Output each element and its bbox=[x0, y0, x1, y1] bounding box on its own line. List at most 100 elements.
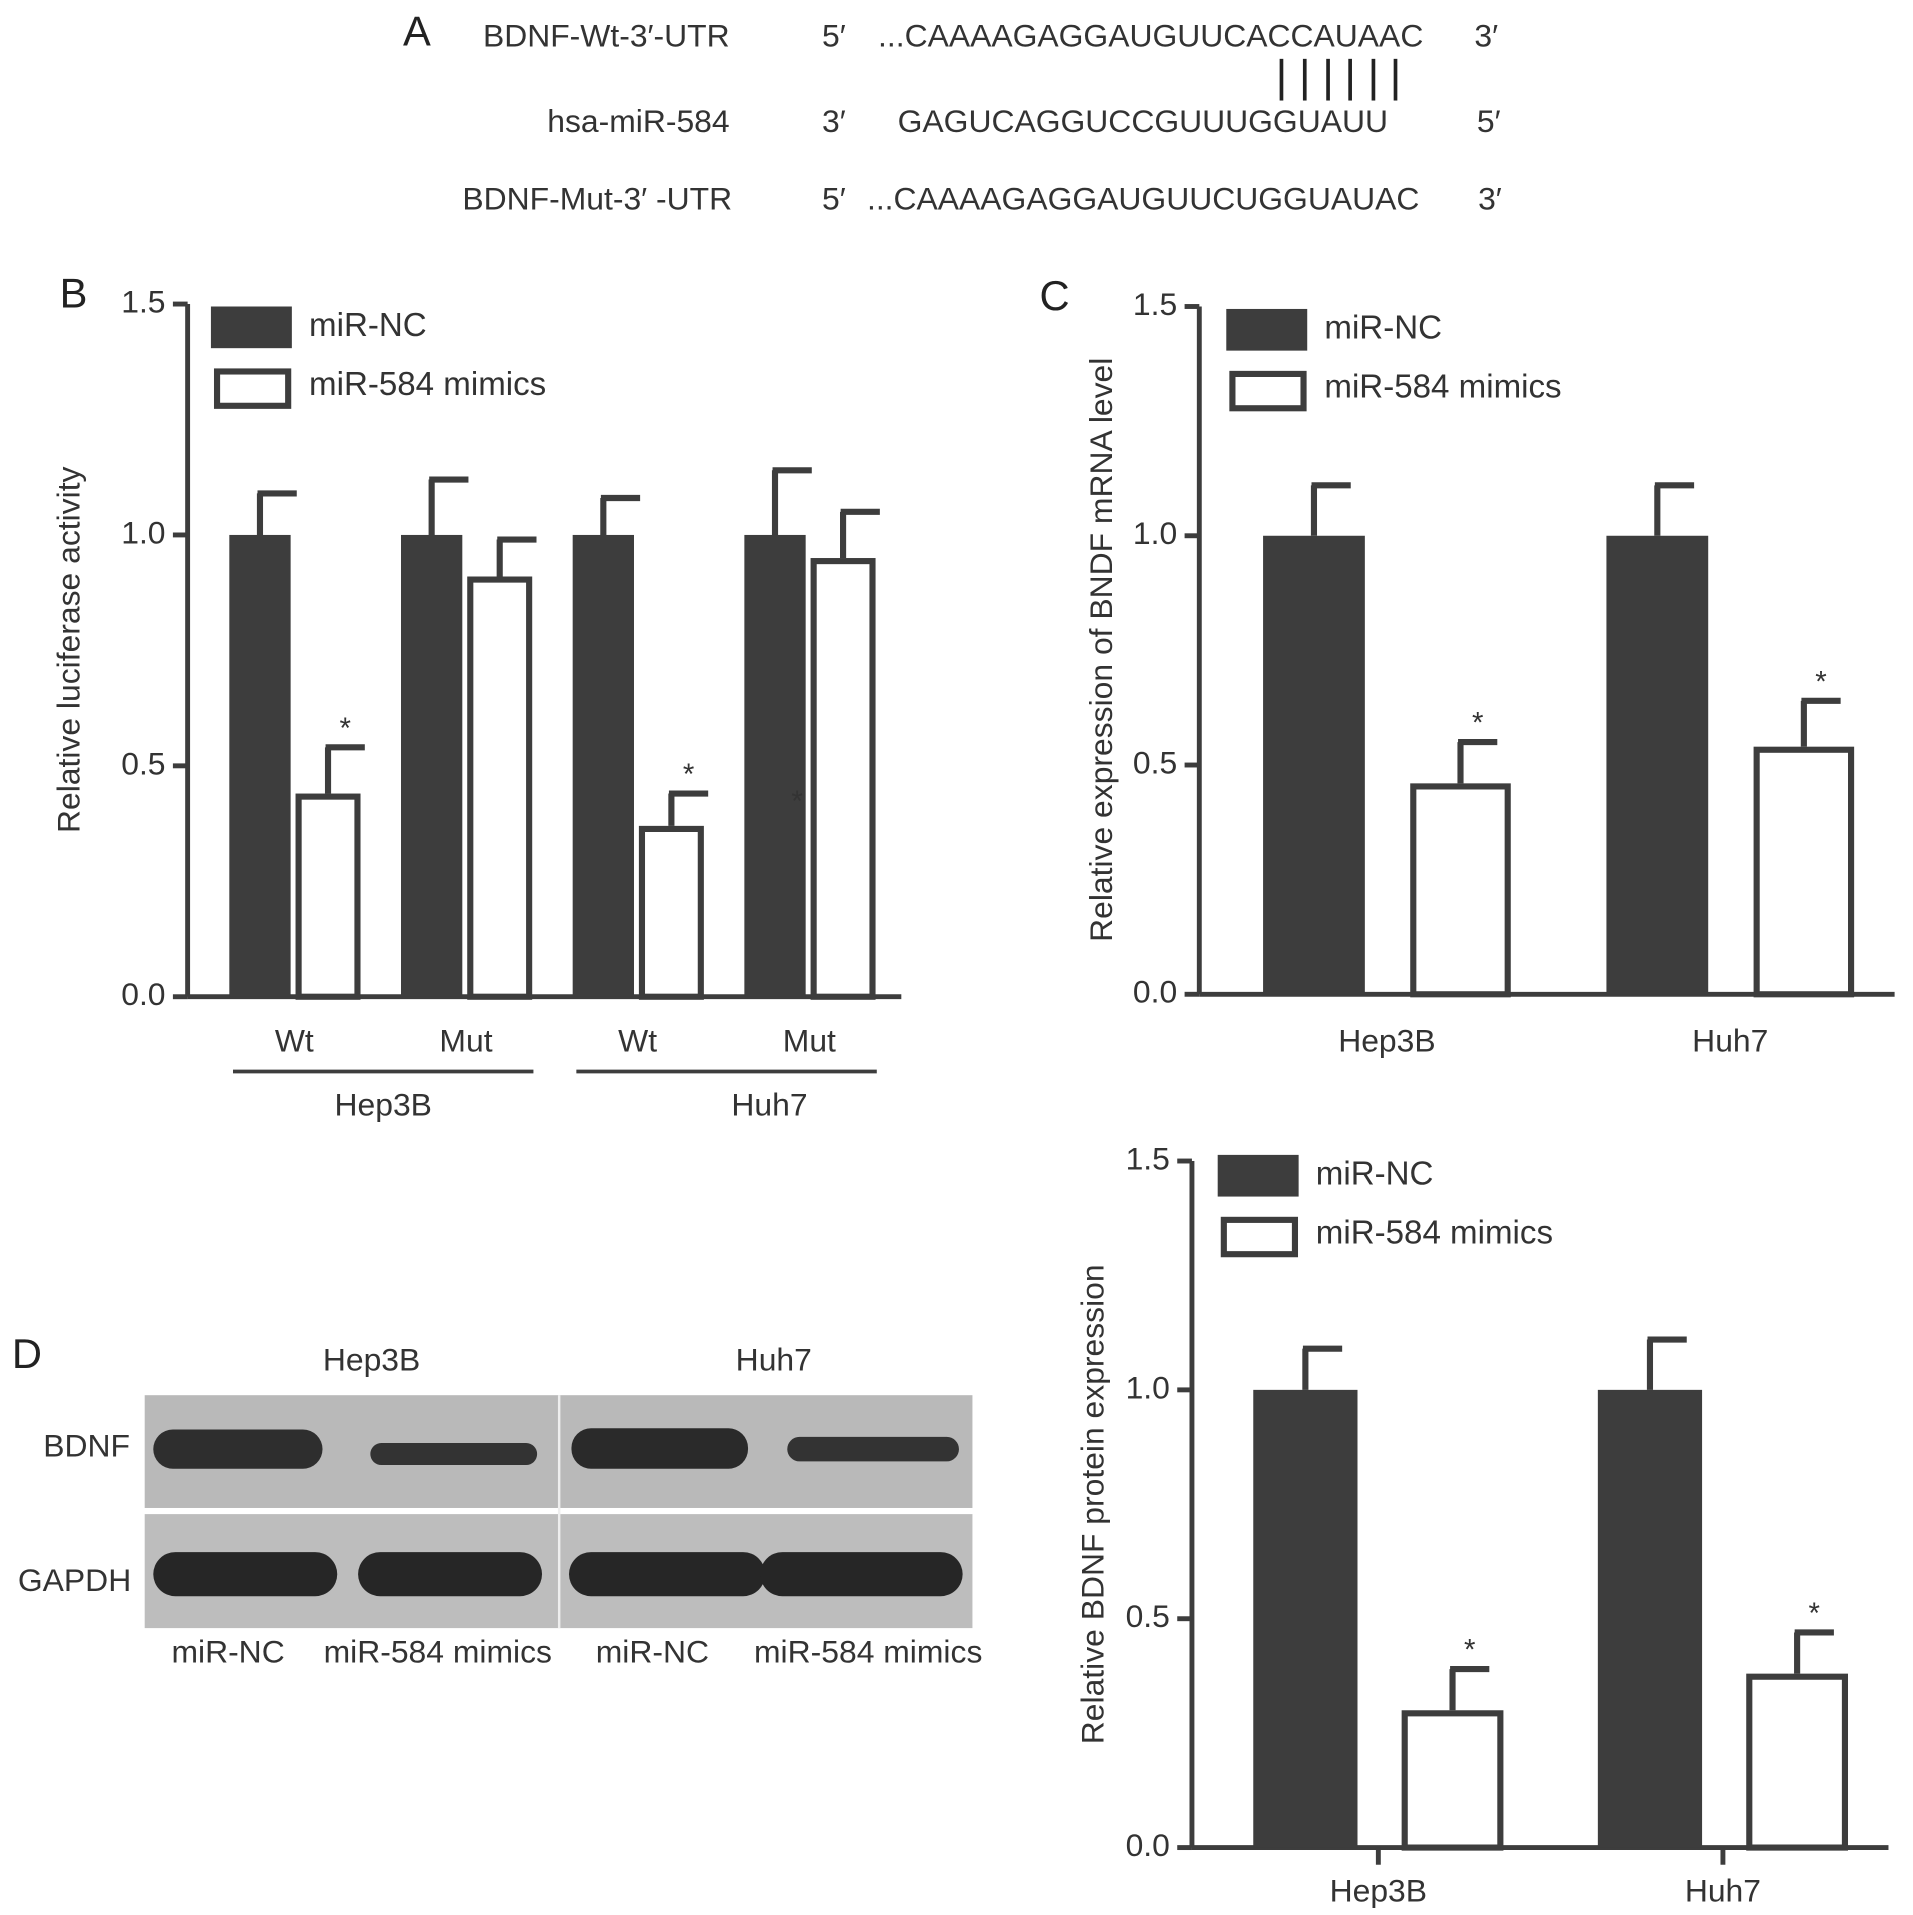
bar bbox=[1253, 1389, 1358, 1848]
panel-label: B bbox=[60, 270, 88, 317]
error-bar bbox=[668, 790, 709, 826]
significance-marker: * bbox=[1472, 707, 1483, 740]
sequence-end: 5′ bbox=[822, 180, 846, 216]
error-bar bbox=[600, 494, 641, 535]
error-bar bbox=[1654, 482, 1695, 536]
significance-marker: * bbox=[683, 758, 694, 791]
error-bar bbox=[1794, 1629, 1834, 1674]
sequence: ...CAAAAGAGGAUGUUCUGGUAUAC bbox=[867, 180, 1419, 216]
error-bar bbox=[324, 744, 365, 794]
legend-label: miR-584 mimics bbox=[309, 366, 546, 403]
western-blot bbox=[144, 1395, 973, 1629]
y-tick-label: 0.5 bbox=[1126, 1598, 1170, 1634]
y-tick-label: 1.5 bbox=[121, 283, 165, 319]
bar bbox=[400, 534, 463, 997]
bar bbox=[1401, 1710, 1504, 1851]
x-tick-label: Huh7 bbox=[1692, 1023, 1768, 1059]
significance-marker: * bbox=[1464, 1634, 1475, 1667]
panel-label: D bbox=[12, 1330, 42, 1377]
error-bar bbox=[428, 476, 469, 535]
lane-label: miR-584 mimics bbox=[324, 1633, 552, 1669]
sequence: GAGUCAGGUCCGUUUGGUAUU bbox=[898, 103, 1388, 139]
bar bbox=[295, 793, 361, 1000]
y-tick-label: 1.0 bbox=[121, 514, 165, 550]
x-tick-label: Huh7 bbox=[1685, 1872, 1761, 1908]
y-tick-label: 1.0 bbox=[1126, 1369, 1170, 1405]
sequence-end: 3′ bbox=[822, 103, 846, 139]
y-axis-title: Relative expression of BNDF mRNA level bbox=[1083, 358, 1119, 942]
significance-marker: * bbox=[1809, 1597, 1820, 1630]
bar bbox=[572, 534, 634, 997]
lane-label: miR-NC bbox=[171, 1633, 284, 1669]
x-tick-label: Wt bbox=[275, 1023, 314, 1059]
x-tick-label: Mut bbox=[783, 1023, 836, 1059]
bar bbox=[467, 576, 533, 1000]
bar bbox=[1410, 783, 1511, 998]
y-axis-title: Relative luciferase activity bbox=[51, 466, 87, 833]
bar bbox=[229, 534, 291, 997]
sequence-end: 5′ bbox=[1477, 103, 1501, 139]
lane-label: miR-584 mimics bbox=[754, 1633, 982, 1669]
legend-swatch bbox=[1217, 1154, 1299, 1197]
sequence-name: BDNF-Mut-3′ -UTR bbox=[462, 180, 732, 216]
significance-marker: * bbox=[339, 712, 350, 745]
y-tick-label: 0.5 bbox=[1133, 744, 1177, 780]
error-bar bbox=[1449, 1666, 1490, 1711]
legend-swatch bbox=[210, 306, 292, 349]
x-tick-label: Wt bbox=[618, 1023, 657, 1059]
group-label: Hep3B bbox=[334, 1086, 431, 1122]
y-axis-title: Relative BDNF protein expression bbox=[1074, 1264, 1110, 1744]
legend-swatch bbox=[1220, 1216, 1299, 1258]
legend-label: miR-584 mimics bbox=[1316, 1214, 1553, 1251]
bar bbox=[1753, 746, 1855, 998]
bar bbox=[1597, 1389, 1703, 1848]
cell-line-label: Huh7 bbox=[736, 1342, 812, 1378]
error-bar bbox=[771, 467, 812, 535]
lane-label: miR-NC bbox=[596, 1633, 709, 1669]
bar bbox=[1606, 535, 1709, 995]
error-bar bbox=[1302, 1345, 1343, 1390]
significance-marker: * bbox=[1815, 665, 1826, 698]
error-bar bbox=[496, 536, 537, 577]
legend-label: miR-NC bbox=[1316, 1155, 1434, 1192]
sequence-name: hsa-miR-584 bbox=[547, 103, 729, 139]
error-bar bbox=[1800, 697, 1841, 747]
bar bbox=[744, 534, 806, 997]
y-tick-label: 1.5 bbox=[1133, 286, 1177, 322]
y-tick-label: 0.0 bbox=[1126, 1827, 1170, 1863]
y-tick-label: 0.5 bbox=[121, 745, 165, 781]
base-pairing bbox=[1279, 58, 1398, 101]
protein-label: GAPDH bbox=[18, 1562, 131, 1598]
group-label: Huh7 bbox=[731, 1086, 807, 1122]
legend-label: miR-NC bbox=[1324, 310, 1442, 347]
sequence-end: 3′ bbox=[1478, 180, 1502, 216]
sequence-name: BDNF-Wt-3′-UTR bbox=[483, 17, 730, 53]
sequence-end: 3′ bbox=[1474, 17, 1498, 53]
error-bar bbox=[256, 490, 297, 535]
x-tick-label: Mut bbox=[439, 1023, 492, 1059]
sequence: ...CAAAAGAGGAUGUUCACCAUAAC bbox=[878, 17, 1423, 53]
error-bar bbox=[1457, 739, 1498, 784]
legend-swatch bbox=[1229, 370, 1307, 412]
error-bar bbox=[1310, 482, 1351, 536]
y-tick-label: 0.0 bbox=[121, 976, 165, 1012]
x-tick-label: Hep3B bbox=[1330, 1872, 1427, 1908]
panel-label: A bbox=[403, 7, 431, 54]
legend-label: miR-NC bbox=[309, 307, 427, 344]
bar bbox=[810, 558, 876, 1000]
x-tick-label: Hep3B bbox=[1338, 1023, 1435, 1059]
bar bbox=[1263, 535, 1365, 995]
legend-swatch bbox=[1226, 308, 1308, 351]
bar bbox=[638, 825, 704, 1000]
error-bar bbox=[1646, 1336, 1687, 1390]
panel-label: C bbox=[1040, 272, 1070, 319]
y-tick-label: 1.5 bbox=[1126, 1140, 1170, 1176]
bar bbox=[1746, 1673, 1849, 1851]
y-tick-label: 0.0 bbox=[1133, 974, 1177, 1010]
legend-label: miR-584 mimics bbox=[1324, 368, 1561, 405]
annotation: * bbox=[791, 785, 802, 818]
cell-line-label: Hep3B bbox=[323, 1342, 420, 1378]
error-bar bbox=[840, 508, 880, 559]
